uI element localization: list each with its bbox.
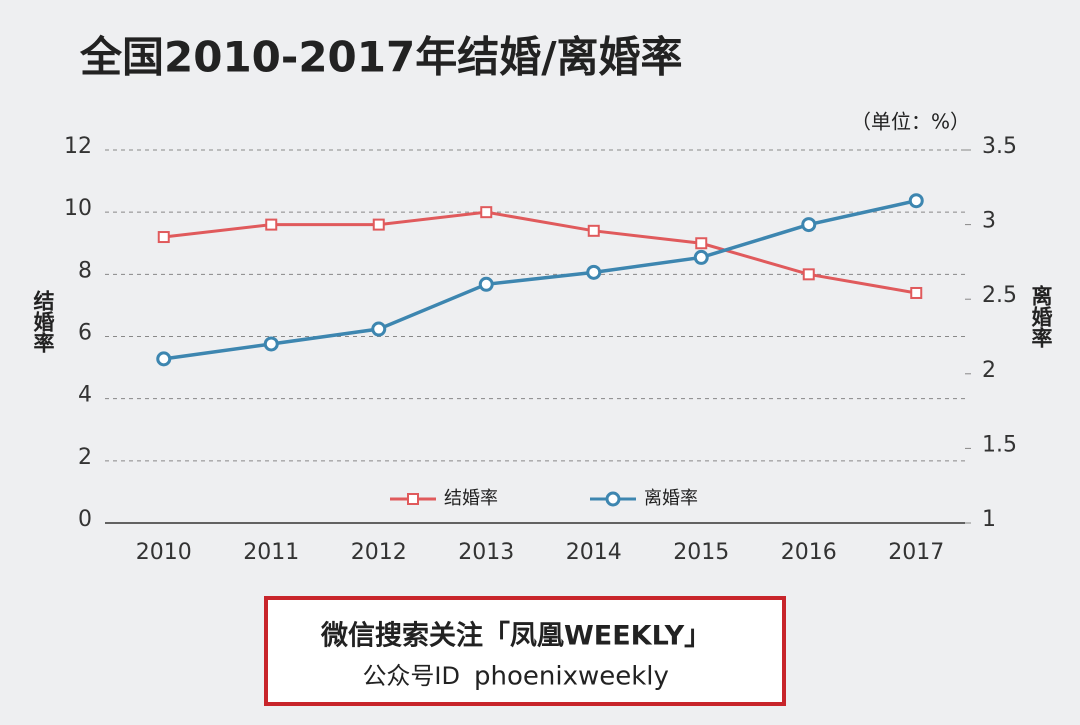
x-tick-label: 2015 <box>673 540 729 565</box>
y-tick-label: 10 <box>64 196 92 221</box>
y2-tick-label: 1 <box>982 507 996 532</box>
marker <box>478 276 494 292</box>
chart-title: 全国2010-2017年结婚/离婚率 <box>79 33 683 82</box>
legend-label: 离婚率 <box>644 488 698 509</box>
unit-note: （单位：%） <box>851 110 970 134</box>
x-tick-label: 2017 <box>888 540 944 565</box>
y2-tick-label: 1.5 <box>982 432 1017 457</box>
banner-box <box>264 596 786 706</box>
marker <box>157 231 170 244</box>
x-tick-label: 2013 <box>458 540 514 565</box>
y-tick-label: 0 <box>78 507 92 532</box>
y2-tick-label: 3 <box>982 209 996 234</box>
marker <box>695 237 708 250</box>
marker <box>371 321 387 337</box>
x-tick-label: 2010 <box>136 540 192 565</box>
series-line <box>163 210 917 295</box>
marker <box>605 491 621 507</box>
legend-label: 结婚率 <box>444 488 498 509</box>
marker <box>908 193 924 209</box>
marker <box>407 493 419 505</box>
x-tick-label: 2016 <box>781 540 837 565</box>
marker <box>265 218 278 231</box>
marker <box>480 206 493 219</box>
banner-text: 微信搜索关注 <box>320 620 483 652</box>
x-tick-label: 2014 <box>566 540 622 565</box>
y2-tick-label: 3.5 <box>982 134 1017 159</box>
banner-id-value: phoenixweekly <box>474 662 669 692</box>
marker <box>693 249 709 265</box>
y2-tick-label: 2 <box>982 358 996 383</box>
marker <box>156 351 172 367</box>
y2-axis-label: 离婚率 <box>1029 284 1053 349</box>
banner-brand: 「凤凰WEEKLY」 <box>483 620 711 652</box>
x-tick-label: 2012 <box>351 540 407 565</box>
x-tick-label: 2011 <box>243 540 299 565</box>
y-tick-label: 2 <box>78 445 92 470</box>
marker <box>263 336 279 352</box>
marker <box>801 217 817 233</box>
marker <box>586 264 602 280</box>
series-line <box>163 199 917 361</box>
y-tick-label: 8 <box>78 258 92 283</box>
marker <box>372 218 385 231</box>
y-axis-label: 结婚率 <box>31 290 55 354</box>
y-tick-label: 12 <box>64 134 92 159</box>
banner-id-label: 公众号ID <box>362 662 460 690</box>
y-tick-label: 4 <box>78 383 92 408</box>
marker <box>802 268 815 281</box>
marker <box>587 224 600 237</box>
marker <box>910 286 923 299</box>
banner: 微信搜索关注 「凤凰WEEKLY」 公众号ID phoenixweekly <box>264 596 786 706</box>
y-tick-label: 6 <box>78 321 92 346</box>
y2-tick-label: 2.5 <box>982 283 1017 308</box>
